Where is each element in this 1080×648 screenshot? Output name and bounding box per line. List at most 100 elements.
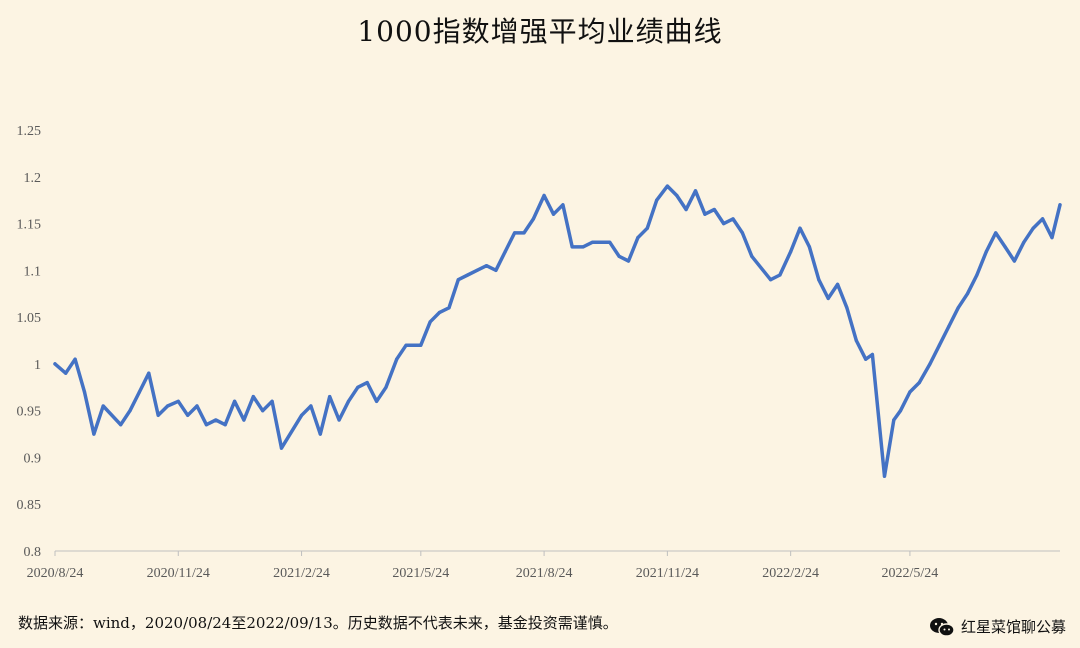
y-tick-label: 1.1	[24, 264, 42, 279]
data-point	[101, 404, 105, 408]
data-point	[404, 343, 408, 347]
data-point	[778, 273, 782, 277]
data-point	[82, 390, 87, 394]
data-point	[365, 381, 369, 385]
line-chart: 0.8 0.85 0.9 0.95 1 1.05 1.1 1.15 1.2 1.25 2020/8…	[17, 124, 1062, 581]
data-point	[984, 250, 988, 254]
data-point	[64, 371, 68, 375]
data-point	[740, 231, 745, 235]
data-point	[53, 362, 57, 366]
data-point	[137, 390, 141, 394]
data-point	[531, 217, 536, 221]
data-point	[712, 207, 716, 212]
data-point	[908, 390, 912, 394]
data-point	[475, 268, 479, 272]
data-point	[1022, 240, 1026, 244]
data-point	[947, 324, 951, 329]
data-point	[693, 189, 698, 193]
y-tick-label: 0.85	[17, 498, 42, 513]
data-point	[590, 240, 594, 244]
data-point	[937, 343, 942, 347]
data-point	[722, 222, 726, 226]
data-point	[419, 343, 423, 347]
data-point	[817, 278, 821, 282]
data-point	[1012, 259, 1017, 263]
data-point	[223, 423, 227, 427]
data-point	[92, 432, 96, 436]
data-points	[53, 184, 1062, 478]
data-point	[242, 418, 246, 422]
data-point	[898, 409, 903, 413]
data-point	[807, 245, 812, 249]
data-point	[318, 432, 322, 436]
y-tick-label: 1	[34, 358, 41, 373]
data-point	[438, 310, 442, 314]
data-point	[356, 385, 360, 389]
x-tick-label: 2022/2/24	[762, 566, 819, 581]
data-point	[617, 254, 621, 258]
data-point	[965, 292, 970, 296]
data-point	[608, 240, 612, 244]
data-point	[233, 399, 237, 403]
data-point	[166, 404, 170, 408]
data-point	[769, 278, 773, 282]
y-tick-label: 0.95	[17, 405, 42, 420]
data-point	[854, 338, 858, 343]
data-point	[1031, 226, 1035, 230]
data-point	[466, 273, 470, 277]
data-point	[1058, 203, 1062, 207]
series-line	[53, 184, 1062, 478]
data-point	[195, 404, 199, 408]
data-point	[703, 212, 707, 216]
data-point	[395, 357, 399, 361]
data-point	[494, 268, 498, 272]
data-point	[484, 264, 489, 268]
data-point	[300, 413, 304, 417]
y-tick-label: 1.15	[17, 218, 42, 233]
y-tick-label: 0.9	[24, 451, 42, 466]
data-point	[928, 362, 932, 366]
data-point	[261, 409, 265, 413]
x-tick-label: 2020/8/24	[27, 566, 84, 581]
data-point	[882, 474, 887, 478]
x-tick-label: 2020/11/24	[147, 566, 210, 581]
brand-label: 红星菜馆聊公募	[929, 616, 1066, 637]
data-point	[337, 418, 341, 422]
data-point	[551, 212, 556, 216]
data-point	[798, 226, 802, 230]
data-point	[864, 357, 868, 361]
data-point	[1003, 245, 1007, 249]
data-point	[214, 418, 218, 422]
data-point	[655, 198, 659, 202]
data-point	[147, 371, 151, 375]
data-point	[542, 193, 546, 198]
data-point	[513, 231, 517, 235]
x-tick-label: 2021/8/24	[516, 566, 573, 581]
brand-name: 红星菜馆聊公募	[960, 618, 1066, 636]
data-point	[346, 399, 351, 403]
y-tick-label: 1.2	[24, 171, 42, 186]
source-note: 数据来源：wind，2020/08/24至2022/09/13。历史数据不代表未…	[18, 614, 618, 632]
y-tick-label: 0.8	[24, 545, 42, 560]
data-point	[581, 245, 585, 249]
data-point	[270, 399, 274, 403]
data-point	[956, 306, 960, 310]
data-point	[156, 413, 160, 417]
x-tick-label: 2022/5/24	[882, 566, 939, 581]
data-point	[456, 278, 460, 282]
data-point	[561, 203, 565, 207]
data-point	[309, 404, 313, 408]
x-tick-label: 2021/11/24	[636, 566, 699, 581]
x-axis: 2020/8/24 2020/11/24 2021/2/24 2021/5/24 202…	[27, 550, 1060, 581]
data-point	[428, 320, 432, 324]
data-point	[1050, 236, 1054, 240]
data-point	[675, 193, 679, 198]
data-point	[750, 254, 754, 258]
wechat-icon	[929, 617, 955, 637]
data-point	[994, 231, 998, 235]
data-point	[503, 250, 507, 254]
data-point	[128, 409, 132, 413]
data-point	[665, 184, 670, 188]
data-point	[279, 446, 284, 450]
data-point	[73, 357, 77, 361]
